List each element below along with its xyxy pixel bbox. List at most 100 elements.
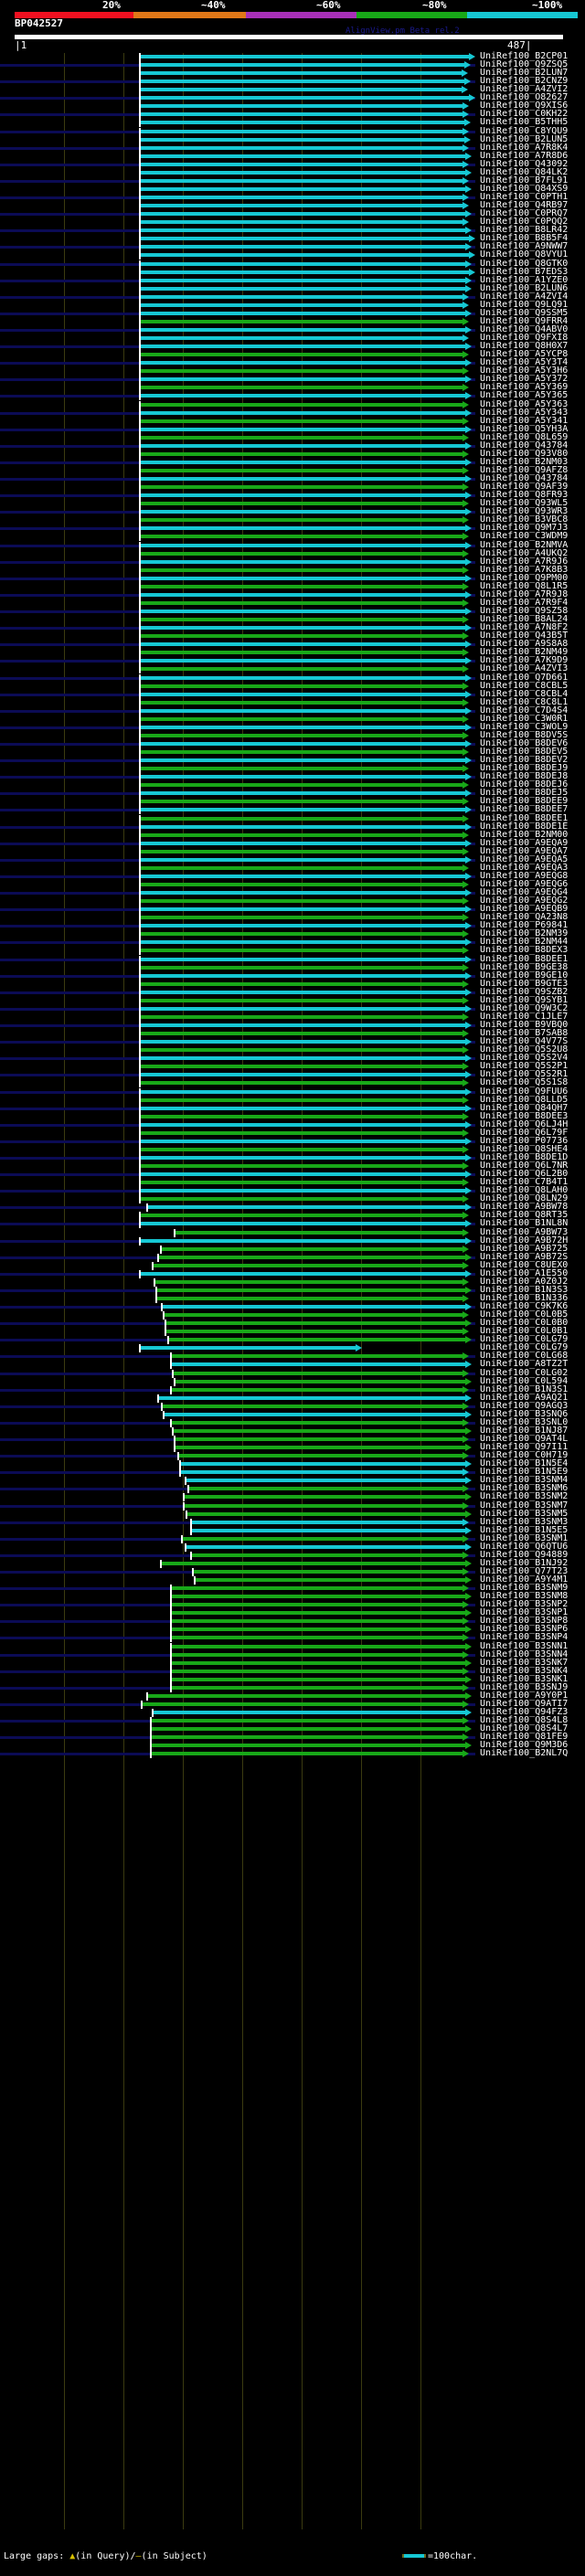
hit-row[interactable]: UniRef100_B3SNM9	[0, 1583, 585, 1594]
hit-row[interactable]: UniRef100_C0KH22	[0, 109, 585, 120]
hit-row[interactable]: UniRef100_C0PTH1	[0, 192, 585, 203]
hit-accession-label[interactable]: UniRef100_B2LUN5	[480, 133, 569, 144]
hit-row[interactable]: UniRef100_A7K8B3	[0, 565, 585, 575]
hit-row[interactable]: UniRef100_A9EQG2	[0, 896, 585, 906]
hsp-bar[interactable]	[141, 1139, 466, 1143]
hit-accession-label[interactable]: UniRef100_C0L0B0	[480, 1318, 569, 1329]
hsp-bar[interactable]	[172, 1619, 463, 1624]
hit-row[interactable]: UniRef100_B7EDS3	[0, 266, 585, 277]
hit-accession-label[interactable]: UniRef100_Q8L1R5	[480, 580, 569, 591]
hit-row[interactable]: UniRef100_B8LR42	[0, 225, 585, 236]
hsp-bar[interactable]	[141, 502, 463, 506]
hsp-bar[interactable]	[186, 1544, 466, 1549]
hit-accession-label[interactable]: UniRef100_C3WOL9	[480, 721, 569, 732]
hsp-bar[interactable]	[141, 733, 463, 737]
hit-row[interactable]: UniRef100_Q43784	[0, 440, 585, 451]
hit-accession-label[interactable]: UniRef100_A7N8F2	[480, 622, 569, 633]
hit-accession-label[interactable]: UniRef100_Q84QH7	[480, 1102, 569, 1113]
hit-row[interactable]: UniRef100_B1NJ87	[0, 1426, 585, 1436]
hsp-bar[interactable]	[141, 162, 463, 166]
hit-accession-label[interactable]: UniRef100_A9NWW7	[480, 241, 569, 252]
hit-accession-label[interactable]: UniRef100_A9BW78	[480, 1202, 569, 1213]
hsp-bar[interactable]	[141, 767, 463, 771]
hit-row[interactable]: UniRef100_A5Y341	[0, 416, 585, 426]
hsp-bar[interactable]	[141, 435, 463, 440]
hit-accession-label[interactable]: UniRef100_B3SNK7	[480, 1657, 569, 1668]
hit-row[interactable]: UniRef100_B3SNJ9	[0, 1682, 585, 1692]
hsp-bar[interactable]	[141, 410, 466, 415]
hsp-bar[interactable]	[172, 1652, 463, 1657]
hit-accession-label[interactable]: UniRef100_A9B72H	[480, 1235, 569, 1246]
hit-row[interactable]: UniRef100_B7FL91	[0, 175, 585, 186]
hsp-bar[interactable]	[141, 808, 466, 812]
hit-accession-label[interactable]: UniRef100_A9EQA5	[480, 853, 569, 864]
hsp-bar[interactable]	[141, 220, 463, 225]
hsp-bar[interactable]	[141, 88, 463, 92]
hit-accession-label[interactable]: UniRef100_C0H719	[480, 1450, 569, 1461]
hit-row[interactable]: UniRef100_B8DEV5	[0, 747, 585, 758]
hit-row[interactable]: UniRef100_Q4V77S	[0, 1036, 585, 1047]
hit-row[interactable]: UniRef100_Q9SZB2	[0, 987, 585, 997]
hit-accession-label[interactable]: UniRef100_B3SNM4	[480, 1475, 569, 1486]
hsp-bar[interactable]	[162, 1561, 466, 1565]
hit-row[interactable]: UniRef100_C0L0B5	[0, 1309, 585, 1320]
hit-accession-label[interactable]: UniRef100_C0PQQ2	[480, 217, 569, 228]
hit-row[interactable]: UniRef100_B8DE1D	[0, 1152, 585, 1162]
hit-accession-label[interactable]: UniRef100_A9Y4M1	[480, 1574, 569, 1585]
hit-accession-label[interactable]: UniRef100_Q93WL5	[480, 498, 569, 509]
hit-row[interactable]: UniRef100_A4ZVI2	[0, 84, 585, 95]
hit-row[interactable]: UniRef100_B3SNK1	[0, 1674, 585, 1684]
hsp-bar[interactable]	[141, 1006, 466, 1011]
hsp-bar[interactable]	[141, 883, 463, 886]
hit-accession-label[interactable]: UniRef100_Q84XS9	[480, 183, 569, 194]
hsp-bar[interactable]	[141, 170, 466, 175]
hsp-bar[interactable]	[141, 71, 463, 76]
hit-accession-label[interactable]: UniRef100_P69841	[480, 920, 569, 931]
hit-row[interactable]: UniRef100_P69841	[0, 920, 585, 931]
hsp-bar[interactable]	[172, 1636, 463, 1640]
hit-row[interactable]: UniRef100_Q93WR3	[0, 506, 585, 517]
hit-row[interactable]: UniRef100_A9Y4M1	[0, 1574, 585, 1585]
hsp-bar[interactable]	[141, 610, 466, 614]
hsp-bar[interactable]	[141, 1065, 463, 1069]
hit-accession-label[interactable]: UniRef100_A5Y3T4	[480, 357, 569, 368]
hit-row[interactable]: UniRef100_B2NMVA	[0, 540, 585, 550]
hit-accession-label[interactable]: UniRef100_C3W0R1	[480, 713, 569, 724]
hit-accession-label[interactable]: UniRef100_Q5S2V4	[480, 1053, 569, 1064]
hsp-bar[interactable]	[141, 1014, 463, 1019]
hsp-bar[interactable]	[141, 559, 466, 564]
hit-accession-label[interactable]: UniRef100_B3SNM9	[480, 1583, 569, 1594]
hsp-bar[interactable]	[141, 369, 463, 374]
hsp-bar[interactable]	[192, 1520, 463, 1524]
hit-accession-label[interactable]: UniRef100_B7EDS3	[480, 266, 569, 277]
hit-accession-label[interactable]: UniRef100_B8DV5S	[480, 729, 569, 740]
hit-accession-label[interactable]: UniRef100_Q5S2U8	[480, 1044, 569, 1055]
hit-accession-label[interactable]: UniRef100_C8YQU9	[480, 125, 569, 136]
hsp-bar[interactable]	[141, 353, 463, 357]
hit-row[interactable]: UniRef100_B7SAB8	[0, 1028, 585, 1039]
hit-row[interactable]: UniRef100_B1NL8N	[0, 1218, 585, 1229]
hsp-bar[interactable]	[141, 1155, 466, 1160]
hit-accession-label[interactable]: UniRef100_C7B4T1	[480, 1177, 569, 1188]
hsp-bar[interactable]	[141, 1081, 463, 1086]
hsp-bar[interactable]	[141, 957, 466, 961]
hit-accession-label[interactable]: UniRef100_B8DEJ8	[480, 771, 569, 782]
hit-accession-label[interactable]: UniRef100_B5THH5	[480, 117, 569, 128]
hit-row[interactable]: UniRef100_B8DEV2	[0, 755, 585, 766]
hsp-bar[interactable]	[141, 1214, 463, 1218]
hit-accession-label[interactable]: UniRef100_B8DEV5	[480, 747, 569, 758]
hit-accession-label[interactable]: UniRef100_B1N5E5	[480, 1524, 569, 1535]
hsp-bar[interactable]	[141, 526, 466, 531]
hit-row[interactable]: UniRef100_Q43784	[0, 473, 585, 484]
hsp-bar[interactable]	[194, 1569, 463, 1574]
hit-row[interactable]: UniRef100_A9BW78	[0, 1202, 585, 1213]
hit-accession-label[interactable]: UniRef100_B3SNP6	[480, 1624, 569, 1635]
hsp-bar[interactable]	[141, 1222, 466, 1226]
hsp-bar[interactable]	[141, 237, 470, 241]
hit-accession-label[interactable]: UniRef100_Q6L2B0	[480, 1169, 569, 1180]
hit-row[interactable]: UniRef100_A7R8K4	[0, 143, 585, 153]
hit-accession-label[interactable]: UniRef100_Q43092	[480, 158, 569, 169]
hit-row[interactable]: UniRef100_Q9PM00	[0, 573, 585, 583]
hsp-bar[interactable]	[141, 1181, 463, 1185]
hit-accession-label[interactable]: UniRef100_A0Z0J2	[480, 1276, 569, 1287]
